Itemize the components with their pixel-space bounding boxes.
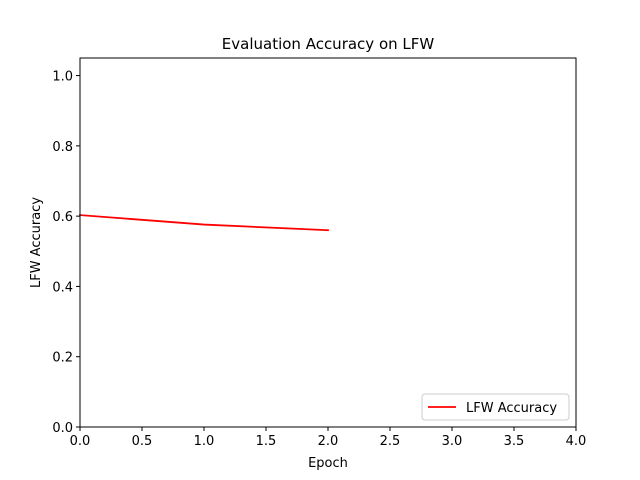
x-tick-label: 3.5 <box>504 434 525 449</box>
series-line-0 <box>79 214 329 232</box>
x-tick-label: 2.0 <box>318 434 339 449</box>
x-tick-label: 1.5 <box>256 434 277 449</box>
y-axis-label: LFW Accuracy <box>29 197 44 288</box>
x-tick-label: 4.0 <box>566 434 587 449</box>
y-tick-label: 0.8 <box>52 140 73 155</box>
y-tick-label: 0.0 <box>52 421 73 436</box>
x-axis-ticks: 0.0 0.5 1.0 1.5 2.0 2.5 3.0 3.5 4.0 <box>70 427 587 449</box>
chart-title: Evaluation Accuracy on LFW <box>222 35 435 53</box>
legend-box <box>421 393 570 421</box>
x-axis-label: Epoch <box>308 456 348 471</box>
x-tick-label: 0.5 <box>132 434 153 449</box>
plot-series <box>79 214 329 232</box>
y-tick-label: 0.4 <box>52 280 73 295</box>
axes-frame <box>79 57 577 428</box>
y-axis-ticks: 0.0 0.2 0.4 0.6 0.8 1.0 <box>52 70 80 436</box>
x-tick-label: 0.0 <box>70 434 91 449</box>
legend: LFW Accuracy <box>421 393 570 421</box>
x-tick-label: 2.5 <box>380 434 401 449</box>
y-tick-label: 0.2 <box>52 351 73 366</box>
x-tick-label: 1.0 <box>194 434 215 449</box>
x-tick-label: 3.0 <box>442 434 463 449</box>
y-tick-label: 0.6 <box>52 210 73 225</box>
legend-entry-label: LFW Accuracy <box>466 401 557 416</box>
y-tick-label: 1.0 <box>52 70 73 85</box>
